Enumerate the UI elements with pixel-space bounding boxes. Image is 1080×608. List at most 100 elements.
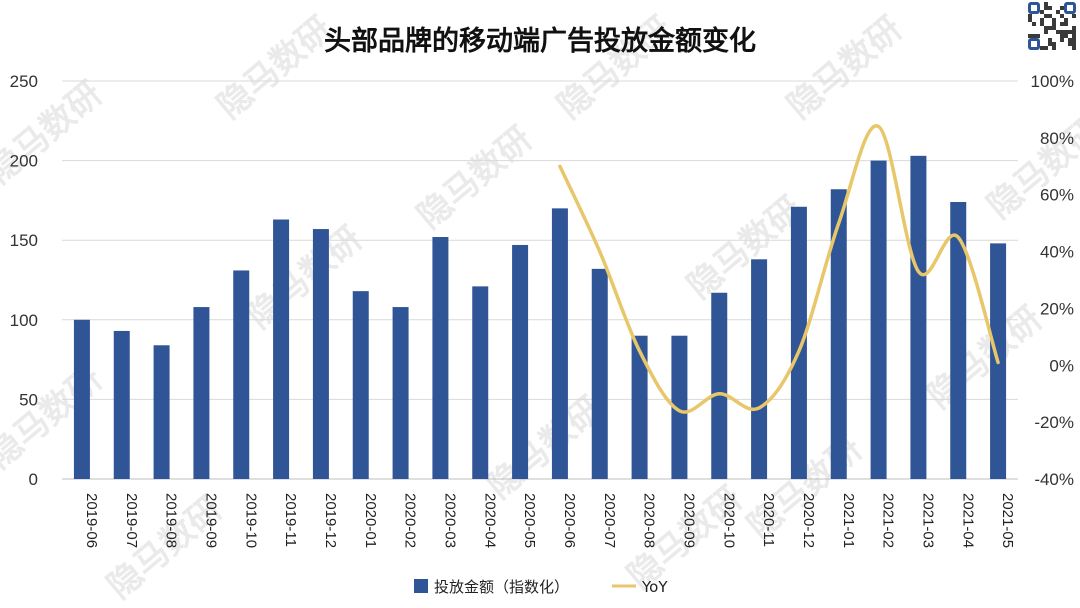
qr-module	[1032, 34, 1036, 38]
x-axis-ticks: 2019-06 2019-07 2019-08 2019-09 2019-10 2019-…	[83, 493, 1016, 548]
qr-module	[1044, 46, 1048, 50]
right-tick-label: 80%	[1040, 129, 1074, 148]
qr-module	[1048, 26, 1052, 30]
watermark-text: 隐马数研	[210, 9, 340, 127]
x-tick-label: 2020-02	[402, 493, 419, 548]
qr-module	[1060, 14, 1064, 18]
qr-module	[1056, 10, 1060, 14]
qr-module	[1072, 30, 1076, 34]
x-tick-label: 2021-05	[999, 493, 1016, 548]
bar	[711, 292, 728, 479]
qr-module	[1036, 34, 1040, 38]
chart-title: 头部品牌的移动端广告投放金额变化	[324, 25, 756, 57]
qr-module	[1040, 10, 1044, 14]
qr-module	[1028, 18, 1032, 22]
qr-module	[1072, 38, 1076, 42]
bar	[73, 319, 90, 479]
qr-finder-inner	[1031, 5, 1037, 11]
left-tick-label: 50	[19, 390, 38, 409]
right-axis-ticks: -40% -20% 0% 20% 40% 60% 80% 100%	[1031, 72, 1074, 489]
qr-module	[1040, 22, 1044, 26]
bar	[910, 155, 927, 479]
bar	[153, 345, 170, 479]
legend-swatch-bar	[414, 579, 428, 593]
x-tick-label: 2020-06	[561, 493, 578, 548]
qr-module	[1064, 34, 1068, 38]
watermark-text: 隐马数研	[680, 189, 810, 307]
qr-module	[1072, 42, 1076, 46]
bar	[830, 189, 847, 480]
right-tick-label: -20%	[1034, 413, 1074, 432]
bar	[432, 237, 449, 479]
x-tick-label: 2020-12	[800, 493, 817, 548]
qr-module	[1048, 6, 1052, 10]
legend-label-bar: 投放金额（指数化）	[434, 578, 569, 596]
qr-module	[1048, 38, 1052, 42]
qr-module	[1028, 34, 1032, 38]
x-tick-label: 2019-09	[202, 493, 219, 548]
bar	[870, 160, 887, 479]
x-tick-label: 2021-03	[919, 493, 936, 548]
left-tick-label: 150	[10, 231, 38, 250]
qr-finder-inner	[1031, 41, 1037, 47]
qr-module	[1052, 46, 1056, 50]
qr-module	[1052, 42, 1056, 46]
qr-module	[1052, 22, 1056, 26]
qr-module	[1068, 38, 1072, 42]
bar	[591, 268, 608, 479]
bar	[950, 201, 967, 479]
bar	[671, 335, 688, 479]
legend: 投放金额（指数化） YoY	[414, 578, 668, 596]
x-tick-label: 2019-10	[242, 493, 259, 548]
left-tick-label: 250	[10, 72, 38, 91]
bar	[233, 270, 250, 479]
right-tick-label: 100%	[1031, 72, 1074, 91]
x-tick-label: 2020-07	[601, 493, 618, 548]
qr-module	[1072, 26, 1076, 30]
x-tick-label: 2020-05	[521, 493, 538, 548]
qr-module	[1048, 42, 1052, 46]
watermark-text: 隐马数研	[240, 219, 370, 337]
qr-module	[1032, 22, 1036, 26]
x-tick-label: 2021-04	[959, 493, 976, 548]
bar	[631, 335, 648, 479]
bar	[352, 291, 369, 479]
legend-label-line: YoY	[641, 578, 668, 596]
qr-module	[1072, 46, 1076, 50]
qr-module	[1060, 6, 1064, 10]
x-tick-label: 2020-09	[680, 493, 697, 548]
qr-module	[1060, 38, 1064, 42]
qr-module	[1044, 26, 1048, 30]
x-tick-label: 2020-11	[760, 493, 777, 547]
right-tick-label: 20%	[1040, 299, 1074, 318]
qr-module	[1044, 6, 1048, 10]
right-tick-label: 40%	[1040, 243, 1074, 262]
x-tick-label: 2020-10	[720, 493, 737, 548]
watermark-text: 隐马数研	[780, 9, 910, 127]
x-tick-label: 2021-02	[880, 493, 897, 548]
x-tick-label: 2019-12	[322, 493, 339, 548]
left-tick-label: 200	[10, 152, 38, 171]
right-tick-label: 0%	[1049, 356, 1074, 375]
bar	[312, 229, 329, 479]
watermark-text: 隐马数研	[980, 109, 1080, 227]
qr-module	[1060, 30, 1064, 34]
qr-module	[1064, 18, 1068, 22]
watermark-text: 隐马数研	[410, 119, 540, 237]
bar	[392, 307, 409, 479]
x-tick-label: 2021-01	[840, 493, 857, 548]
x-tick-label: 2019-11	[282, 493, 299, 547]
qr-module	[1044, 2, 1048, 6]
qr-module	[1040, 46, 1044, 50]
qr-module	[1068, 42, 1072, 46]
qr-module	[1056, 30, 1060, 34]
bar	[551, 208, 568, 480]
watermark-text: 隐马数研	[0, 74, 110, 192]
qr-module	[1044, 30, 1048, 34]
qr-module	[1044, 14, 1048, 18]
left-axis-ticks: 0 50 100 150 200 250	[10, 72, 38, 489]
right-tick-label: -40%	[1034, 470, 1074, 489]
bar	[751, 259, 768, 479]
right-tick-label: 60%	[1040, 186, 1074, 205]
